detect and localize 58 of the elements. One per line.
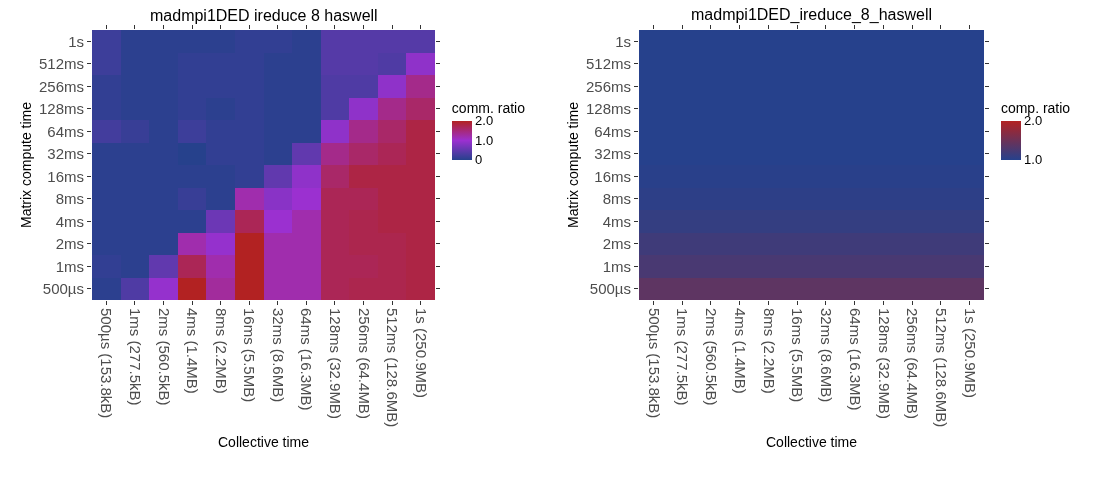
- x-tick-label: 16ms (5.5MB): [789, 308, 807, 403]
- x-tick-label: 500µs (153.8kB): [645, 308, 663, 419]
- x-tick-label: 4ms (1.4MB): [184, 308, 202, 394]
- x-tick-label: 4ms (1.4MB): [731, 308, 749, 394]
- x-tick-label: 8ms (2.2MB): [212, 308, 230, 394]
- y-tick-label: 64ms: [47, 122, 84, 140]
- x-tick-label: 64ms (16.3MB): [298, 308, 316, 411]
- y-tick-label: 1ms: [55, 257, 84, 275]
- y-tick-label: 4ms: [602, 212, 631, 230]
- y-tick-label: 16ms: [594, 167, 631, 185]
- x-tick-label: 256ms (64.4MB): [355, 308, 373, 419]
- y-tick-label: 4ms: [55, 212, 84, 230]
- x-tick-label: 32ms (8.6MB): [269, 308, 287, 403]
- y-tick-label: 500µs: [589, 280, 631, 297]
- y-tick-label: 512ms: [585, 55, 631, 72]
- y-tick-label: 8ms: [602, 190, 631, 207]
- x-axis-title: Collective time: [765, 433, 858, 450]
- y-tick-label: 128ms: [585, 100, 631, 117]
- y-tick-label: 1s: [68, 32, 84, 50]
- x-tick-label: 512ms (128.6MB): [933, 308, 951, 428]
- y-axis-title: Matrix compute time: [564, 101, 581, 229]
- y-tick-label: 8ms: [55, 190, 84, 207]
- x-tick-label: 32ms (8.6MB): [818, 308, 836, 403]
- y-tick-label: 1ms: [602, 257, 631, 275]
- x-tick-label: 500µs (153.8kB): [98, 308, 116, 419]
- x-tick-label: 512ms (128.6MB): [384, 308, 402, 428]
- y-tick-label: 128ms: [38, 100, 84, 117]
- x-tick-label: 128ms (32.9MB): [875, 308, 893, 419]
- x-tick-label: 8ms (2.2MB): [760, 308, 778, 394]
- chart-title: madmpi1DED ireduce 8 haswell: [150, 7, 378, 24]
- y-tick-label: 256ms: [38, 77, 84, 95]
- color-bar-label: 0: [475, 152, 483, 168]
- x-axis-title: Collective time: [217, 433, 310, 450]
- x-tick-label: 1ms (277.5kB): [674, 308, 692, 406]
- x-tick-label: 2ms (560.5kB): [703, 308, 721, 406]
- y-tick-label: 64ms: [594, 122, 631, 140]
- y-axis-title: Matrix compute time: [17, 101, 34, 229]
- x-tick-label: 1s (250.9MB): [412, 308, 430, 399]
- y-tick-label: 256ms: [585, 77, 631, 95]
- y-tick-label: 500µs: [42, 280, 84, 297]
- y-tick-label: 512ms: [38, 55, 84, 72]
- y-tick-label: 1s: [615, 32, 631, 50]
- x-tick-label: 1ms (277.5kB): [127, 308, 145, 406]
- x-tick-label: 16ms (5.5MB): [241, 308, 259, 403]
- x-tick-label: 2ms (560.5kB): [155, 308, 173, 406]
- y-tick-label: 32ms: [594, 145, 631, 162]
- y-tick-label: 32ms: [47, 145, 84, 162]
- x-tick-label: 128ms (32.9MB): [327, 308, 345, 419]
- y-tick-label: 2ms: [55, 235, 84, 252]
- x-tick-label: 64ms (16.3MB): [846, 308, 864, 411]
- color-bar-label: 1.0: [1024, 152, 1043, 168]
- chart-title: madmpi1DED_ireduce_8_haswell: [691, 6, 933, 24]
- y-tick-label: 16ms: [47, 167, 84, 185]
- color-bar-label: 1.0: [475, 132, 494, 148]
- x-tick-label: 1s (250.9MB): [961, 308, 979, 399]
- color-bar-title: comp. ratio: [1000, 100, 1071, 117]
- x-tick-label: 256ms (64.4MB): [904, 308, 922, 419]
- y-tick-label: 2ms: [602, 235, 631, 252]
